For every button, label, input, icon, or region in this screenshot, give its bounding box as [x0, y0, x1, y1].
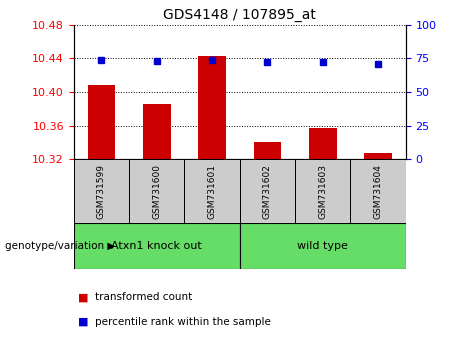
Text: ■: ■	[78, 292, 89, 302]
Bar	[198, 56, 226, 159]
Text: GSM731601: GSM731601	[207, 164, 217, 219]
Text: percentile rank within the sample: percentile rank within the sample	[95, 317, 271, 327]
Text: Atxn1 knock out: Atxn1 knock out	[112, 241, 202, 251]
Text: GSM731604: GSM731604	[373, 164, 383, 219]
Text: GSM731603: GSM731603	[318, 164, 327, 219]
Text: GSM731600: GSM731600	[152, 164, 161, 219]
Bar	[309, 128, 337, 159]
Bar	[74, 223, 240, 269]
Bar	[143, 104, 171, 159]
Bar	[88, 85, 115, 159]
Text: GSM731602: GSM731602	[263, 164, 272, 219]
Title: GDS4148 / 107895_at: GDS4148 / 107895_at	[163, 8, 316, 22]
Bar	[240, 159, 295, 223]
Bar	[74, 159, 129, 223]
Text: GSM731599: GSM731599	[97, 164, 106, 219]
Bar	[350, 159, 406, 223]
Text: transformed count: transformed count	[95, 292, 192, 302]
Bar	[240, 223, 406, 269]
Bar	[295, 159, 350, 223]
Bar	[184, 159, 240, 223]
Text: wild type: wild type	[297, 241, 348, 251]
Text: ■: ■	[78, 317, 89, 327]
Text: genotype/variation ▶: genotype/variation ▶	[5, 241, 115, 251]
Bar	[129, 159, 184, 223]
Bar	[254, 142, 281, 159]
Bar	[364, 153, 392, 159]
